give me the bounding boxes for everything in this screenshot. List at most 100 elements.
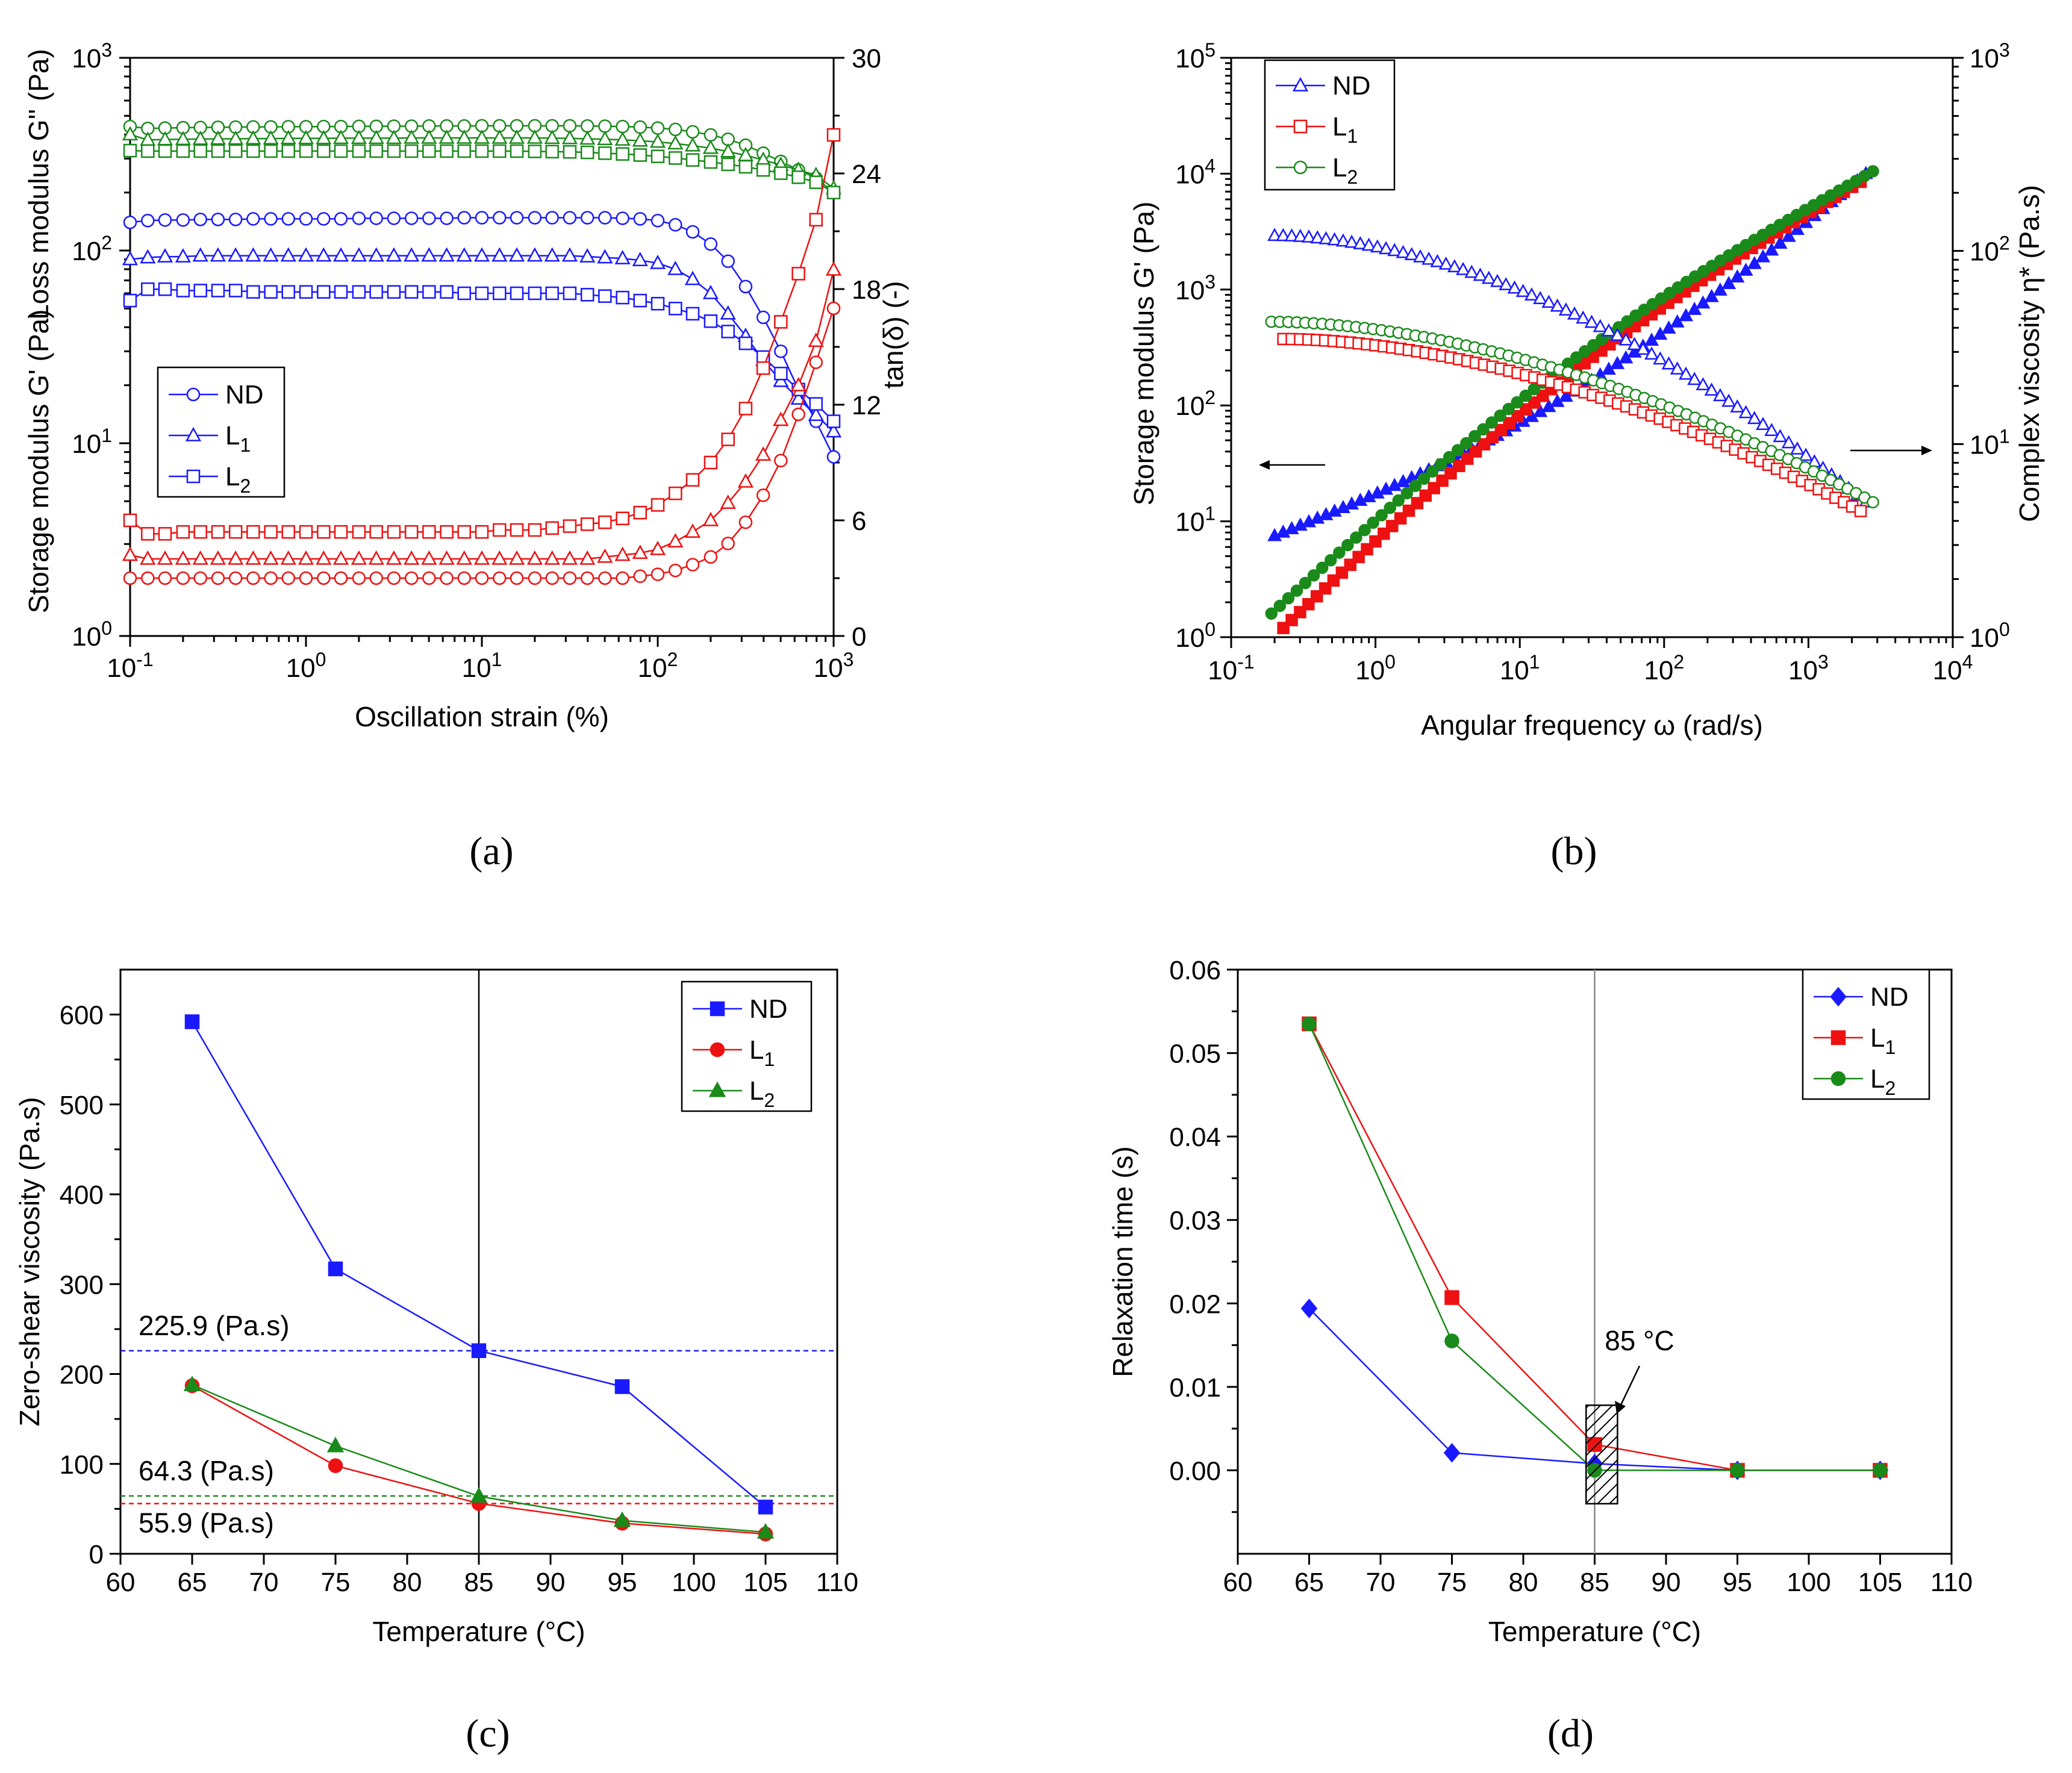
panel-a-point xyxy=(616,511,629,526)
panel-a-point xyxy=(281,212,295,226)
panel-a-legend-label: ND xyxy=(225,380,264,410)
panel-a-point xyxy=(332,247,349,262)
panel-b-x-tick-label: 102 xyxy=(1644,651,1684,685)
panel-a-point xyxy=(158,527,172,541)
panel-c-x-tick-label: 100 xyxy=(672,1568,716,1597)
panel-a-point xyxy=(387,571,401,585)
panel-a-x-tick-label: 101 xyxy=(462,649,502,683)
panel-b-point xyxy=(1400,487,1414,500)
panel-d-y-tick-label: 0.02 xyxy=(1169,1289,1221,1319)
panel-a-legend-label: L2 xyxy=(225,462,251,497)
panel-a-point xyxy=(351,247,367,262)
panel-b-point xyxy=(1468,430,1481,443)
panel-b-point xyxy=(1481,270,1496,284)
panel-b-point xyxy=(1618,332,1634,346)
panel-b-series xyxy=(1265,315,1879,509)
panel-d: 60 65 70 75 80 85 90 95 100 105 110 0.00 0.01 0.02 0.0… xyxy=(1107,956,1973,1756)
panel-a-point xyxy=(651,121,665,135)
panel-b-caption: (b) xyxy=(1551,829,1597,873)
panel-b-point xyxy=(1299,576,1312,590)
panel-b-point xyxy=(1704,288,1719,302)
panel-b-point xyxy=(1721,393,1737,407)
panel-a-point xyxy=(633,293,647,308)
panel-a-point xyxy=(616,571,629,585)
panel-a-point xyxy=(651,498,665,512)
panel-a-point xyxy=(352,285,366,299)
panel-d-legend: ND L1 L2 xyxy=(1802,968,1930,1100)
panel-a-point xyxy=(157,550,173,565)
panel-a-point xyxy=(351,129,367,145)
panel-d-legend-box xyxy=(1802,968,1930,1100)
panel-c-hline-label: 64.3 (Pa.s) xyxy=(139,1455,274,1486)
panel-b-point xyxy=(1799,447,1814,461)
panel-a-point xyxy=(192,130,208,145)
panel-a-point xyxy=(667,533,684,547)
panel-b-point xyxy=(1558,302,1573,316)
panel-a-point xyxy=(809,213,823,227)
panel-a-point xyxy=(193,571,207,585)
panel-c-legend-box xyxy=(681,980,813,1112)
panel-a-yl-tick-label: 102 xyxy=(72,232,112,266)
panel-a-point xyxy=(651,567,665,581)
panel-a-point xyxy=(264,571,278,585)
panel-b-point xyxy=(1447,259,1462,273)
panel-c-x-label: Temperature (°C) xyxy=(372,1616,585,1647)
panel-b-yr-tick-label: 101 xyxy=(1970,425,2010,460)
panel-b-point xyxy=(1730,269,1745,282)
panel-d-x-tick-label: 80 xyxy=(1509,1568,1538,1597)
panel-b-x-tick-label: 104 xyxy=(1933,651,1973,685)
panel-b-point xyxy=(1567,306,1582,320)
panel-a-point xyxy=(526,550,543,565)
panel-a-point xyxy=(633,148,647,162)
panel-a-point xyxy=(685,125,700,139)
panel-a-point xyxy=(246,212,260,226)
panel-b-point xyxy=(1456,261,1471,275)
panel-c-point xyxy=(183,1376,201,1392)
panel-a-point xyxy=(493,523,507,537)
panel-a-point xyxy=(579,550,596,565)
panel-b-point xyxy=(1284,228,1299,241)
panel-a-point xyxy=(457,144,471,158)
panel-a-point xyxy=(825,261,842,276)
panel-b-point xyxy=(1854,505,1867,517)
panel-b-axes-frame xyxy=(1230,57,1954,638)
panel-a-point xyxy=(456,129,472,144)
panel-a-caption: (a) xyxy=(469,829,513,873)
panel-a-point xyxy=(561,129,578,145)
panel-a-point xyxy=(669,302,682,316)
panel-c-x-tick-label: 110 xyxy=(816,1568,858,1597)
panel-b-point xyxy=(1670,314,1685,328)
panel-b-point xyxy=(1601,323,1616,337)
panel-b-point xyxy=(1721,276,1737,289)
panel-a-point xyxy=(422,211,436,225)
panel-a-point xyxy=(317,144,331,158)
panel-a-point xyxy=(385,129,402,145)
panel-a-point xyxy=(473,247,490,262)
panel-a-point xyxy=(721,432,735,446)
panel-b-point xyxy=(1519,389,1532,402)
panel-a-point xyxy=(826,128,841,142)
panel-a-point xyxy=(508,550,525,565)
panel-a-point xyxy=(192,247,208,262)
panel-a-point xyxy=(440,285,454,299)
panel-a-point xyxy=(228,213,243,226)
panel-d-legend-marker xyxy=(1830,986,1847,1007)
panel-a-point xyxy=(228,571,243,585)
panel-a-point xyxy=(738,160,753,174)
panel-b-series xyxy=(1277,332,1867,517)
panel-c: 60 65 70 75 80 85 90 95 100 105 110 0 100 200 300 400 50… xyxy=(14,968,858,1756)
panel-b-point xyxy=(1587,338,1600,352)
panel-a-point xyxy=(510,144,524,158)
panel-b-point xyxy=(1747,411,1762,425)
panel-a-point xyxy=(756,361,770,375)
panel-a-point xyxy=(210,247,226,262)
panel-a-point xyxy=(616,211,629,225)
panel-a-point xyxy=(580,571,594,585)
panel-a-point xyxy=(123,293,137,308)
panel-a-point xyxy=(633,120,647,134)
panel-a-point xyxy=(633,505,647,520)
panel-a-point xyxy=(737,473,754,488)
panel-a-point xyxy=(280,550,296,565)
panel-a-point xyxy=(263,247,279,262)
panel-b-point xyxy=(1273,599,1287,612)
